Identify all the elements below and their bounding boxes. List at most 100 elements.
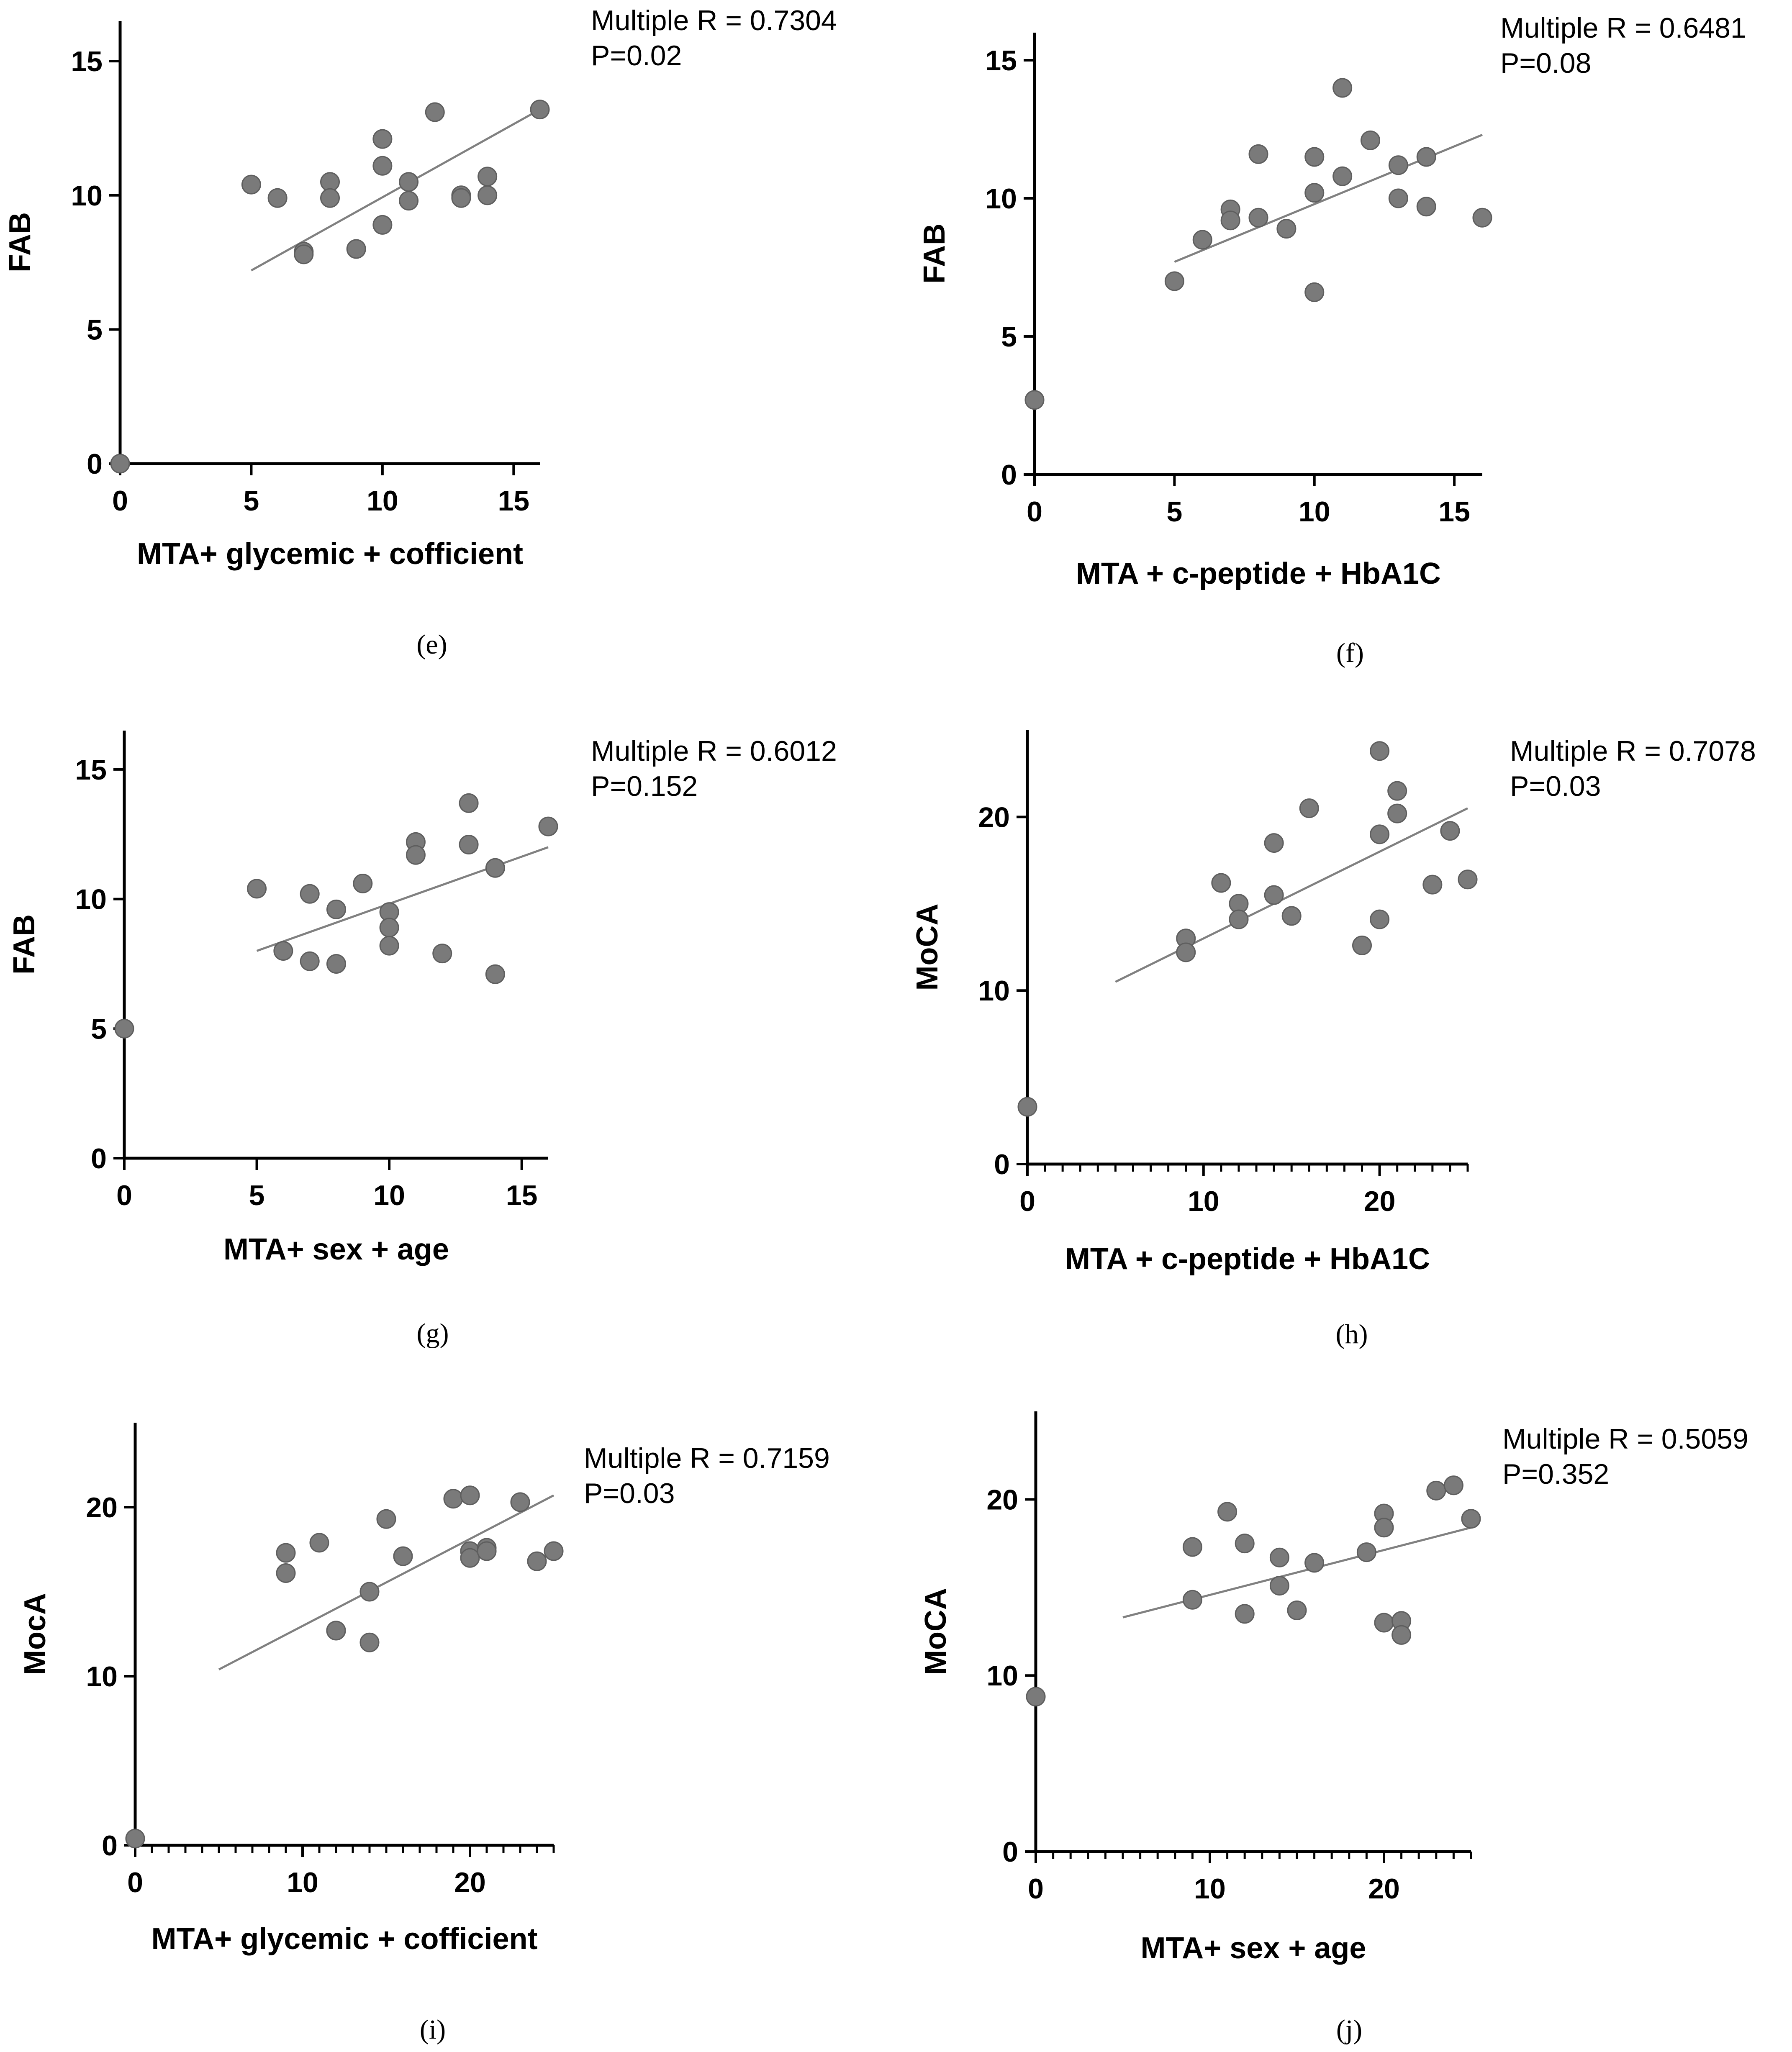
- y-tick-label: 0: [87, 448, 103, 480]
- regression-line: [218, 1494, 555, 1671]
- data-point: [247, 879, 267, 899]
- data-point: [1192, 230, 1212, 250]
- x-tick-label: 5: [249, 1180, 265, 1211]
- data-point: [1164, 271, 1184, 291]
- data-point: [1422, 875, 1443, 895]
- data-point: [359, 1582, 380, 1602]
- data-point: [1387, 803, 1407, 823]
- y-tick-label: 10: [986, 1660, 1018, 1692]
- data-point: [1287, 1601, 1307, 1621]
- data-point: [110, 454, 130, 474]
- data-point: [1248, 144, 1268, 164]
- panel-label: (j): [1336, 2014, 1362, 2045]
- x-tick-label: 0: [1027, 496, 1042, 528]
- data-point: [399, 191, 419, 211]
- y-tick-label: 10: [71, 180, 103, 212]
- data-point: [359, 1632, 380, 1652]
- multiple-r-annotation: Multiple R = 0.6012: [591, 735, 837, 767]
- data-point: [393, 1546, 413, 1566]
- regression-line: [1122, 1526, 1471, 1619]
- x-axis-title: MTA+ sex + age: [1141, 1931, 1366, 1965]
- data-point: [510, 1492, 530, 1512]
- data-point: [1332, 166, 1353, 186]
- data-point: [273, 941, 293, 961]
- data-point: [527, 1551, 547, 1571]
- x-tick-label: 10: [367, 485, 398, 517]
- data-point: [326, 899, 346, 919]
- multiple-r-annotation: Multiple R = 0.7304: [591, 5, 837, 36]
- data-point: [1374, 1518, 1394, 1538]
- data-point: [406, 845, 426, 865]
- x-axis-title: MTA+ glycemic + cofficient: [151, 1922, 538, 1956]
- x-tick-label: 20: [1364, 1185, 1396, 1217]
- y-axis-title: FAB: [918, 223, 951, 284]
- data-point: [443, 1489, 463, 1509]
- data-point: [1299, 798, 1319, 818]
- data-point: [1370, 741, 1390, 761]
- data-point: [1211, 873, 1231, 893]
- data-point: [1458, 870, 1478, 890]
- x-tick-label: 5: [244, 485, 259, 517]
- data-point: [326, 1621, 346, 1641]
- data-point: [1276, 219, 1297, 239]
- x-tick-label: 10: [1194, 1873, 1226, 1905]
- panel-label: (i): [420, 2014, 446, 2045]
- y-tick-label: 15: [71, 46, 103, 77]
- data-point: [538, 816, 558, 836]
- p-value-annotation: P=0.08: [1500, 47, 1591, 79]
- x-tick-label: 0: [1028, 1873, 1044, 1905]
- data-point: [1281, 906, 1302, 926]
- data-point: [485, 964, 505, 984]
- x-tick-label: 10: [1299, 496, 1330, 528]
- x-tick-label: 20: [454, 1867, 486, 1898]
- data-point: [1440, 821, 1460, 841]
- x-tick-label: 5: [1166, 496, 1182, 528]
- data-point: [1024, 390, 1045, 410]
- y-tick-label: 15: [75, 754, 107, 786]
- y-axis-title: FAB: [3, 212, 37, 272]
- data-point: [1416, 197, 1436, 217]
- multiple-r-annotation: Multiple R = 0.7078: [1510, 735, 1756, 767]
- y-tick-label: 5: [87, 314, 103, 346]
- regression-line: [1115, 807, 1469, 983]
- data-point: [309, 1533, 329, 1553]
- p-value-annotation: P=0.02: [591, 40, 682, 72]
- p-value-annotation: P=0.352: [1502, 1458, 1609, 1490]
- data-point: [1370, 909, 1390, 929]
- data-point: [294, 244, 314, 264]
- multiple-r-annotation: Multiple R = 0.7159: [584, 1442, 830, 1474]
- data-point: [399, 172, 419, 192]
- data-point: [276, 1563, 296, 1583]
- data-point: [376, 1509, 396, 1529]
- y-tick-label: 10: [985, 183, 1017, 215]
- data-point: [353, 873, 373, 893]
- x-axis-title: MTA+ sex + age: [223, 1233, 449, 1266]
- data-point: [1391, 1625, 1412, 1645]
- chart-panel-h: 0 10 20 0 10 20 MTA + c-peptide + HbA1C MoCA Mul…: [911, 730, 1756, 1349]
- data-point: [114, 1018, 134, 1039]
- data-point: [125, 1829, 145, 1849]
- y-tick-label: 15: [985, 45, 1017, 77]
- data-point: [1361, 130, 1380, 150]
- data-point: [459, 793, 479, 813]
- data-point: [346, 239, 366, 259]
- p-value-annotation: P=0.152: [591, 770, 698, 802]
- data-point: [1426, 1480, 1446, 1501]
- x-tick-label: 15: [506, 1180, 538, 1211]
- chart-panel-i: 0 10 20 0 10 20 MTA+ glycemic + cofficient MocA…: [18, 1423, 830, 2045]
- data-point: [1352, 935, 1372, 955]
- x-tick-label: 10: [287, 1867, 318, 1898]
- data-point: [300, 884, 320, 904]
- data-point: [1235, 1604, 1255, 1624]
- y-tick-label: 5: [1001, 321, 1017, 353]
- y-axis-title: MoCA: [919, 1588, 952, 1675]
- data-point: [379, 936, 399, 956]
- data-point: [1388, 155, 1408, 175]
- y-tick-label: 20: [978, 801, 1010, 833]
- chart-panel-e: 0 5 10 15 0 5 10 15 MTA+ glycemic + cofficient FA…: [3, 5, 837, 660]
- data-point: [1472, 208, 1492, 228]
- x-axis-title: MTA+ glycemic + cofficient: [137, 537, 523, 571]
- multiple-r-annotation: Multiple R = 0.6481: [1500, 12, 1746, 44]
